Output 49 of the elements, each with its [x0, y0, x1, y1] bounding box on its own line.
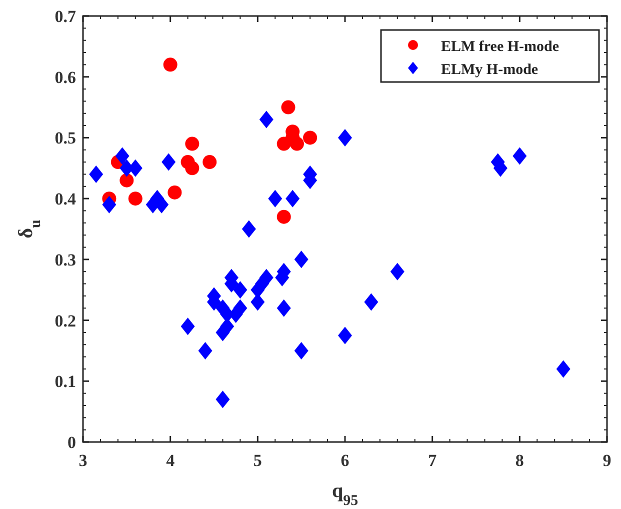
point — [294, 250, 308, 268]
y-tick-label: 0.4 — [54, 190, 76, 209]
point — [128, 192, 142, 206]
legend-label: ELM free H-mode — [441, 39, 560, 55]
point — [185, 161, 200, 176]
point — [115, 147, 130, 165]
point — [276, 299, 291, 317]
y-tick-label: 0.1 — [54, 372, 76, 392]
point — [259, 110, 274, 128]
point — [120, 173, 134, 188]
x-tick-label: 3 — [78, 451, 88, 470]
point — [89, 165, 104, 183]
y-tick-label: 0.2 — [54, 311, 76, 330]
x-tick-label: 4 — [166, 451, 176, 470]
x-tick-label: 7 — [428, 451, 438, 470]
point — [102, 196, 116, 214]
point — [364, 293, 378, 311]
y-tick-label: 0 — [68, 433, 76, 452]
point — [198, 342, 212, 360]
point — [162, 153, 176, 171]
y-tick-label: 0.5 — [54, 128, 76, 148]
point — [281, 100, 296, 114]
point — [233, 281, 248, 299]
point — [202, 155, 217, 170]
point — [338, 128, 352, 146]
y-tick-label: 0.6 — [54, 68, 76, 87]
point — [338, 326, 352, 344]
point — [556, 360, 570, 378]
point — [268, 190, 282, 208]
point — [294, 342, 308, 360]
y-tick-label: 0.7 — [54, 7, 76, 26]
point — [216, 390, 230, 408]
point — [390, 262, 404, 280]
x-tick-label: 5 — [253, 451, 262, 470]
point — [163, 58, 178, 72]
point — [168, 185, 182, 200]
point — [303, 130, 318, 145]
point — [276, 210, 291, 224]
x-tick-label: 9 — [602, 451, 612, 470]
x-axis-title: q$_{95}$ — [332, 480, 358, 509]
point — [512, 147, 527, 165]
legend-label: ELMy H-mode — [441, 62, 538, 78]
point — [242, 220, 256, 238]
x-tick-label: 6 — [340, 451, 350, 470]
x-tick-label: 8 — [515, 451, 524, 470]
point — [180, 318, 195, 336]
y-tick-label: 0.3 — [54, 250, 76, 270]
point — [185, 136, 200, 151]
point — [286, 190, 300, 208]
